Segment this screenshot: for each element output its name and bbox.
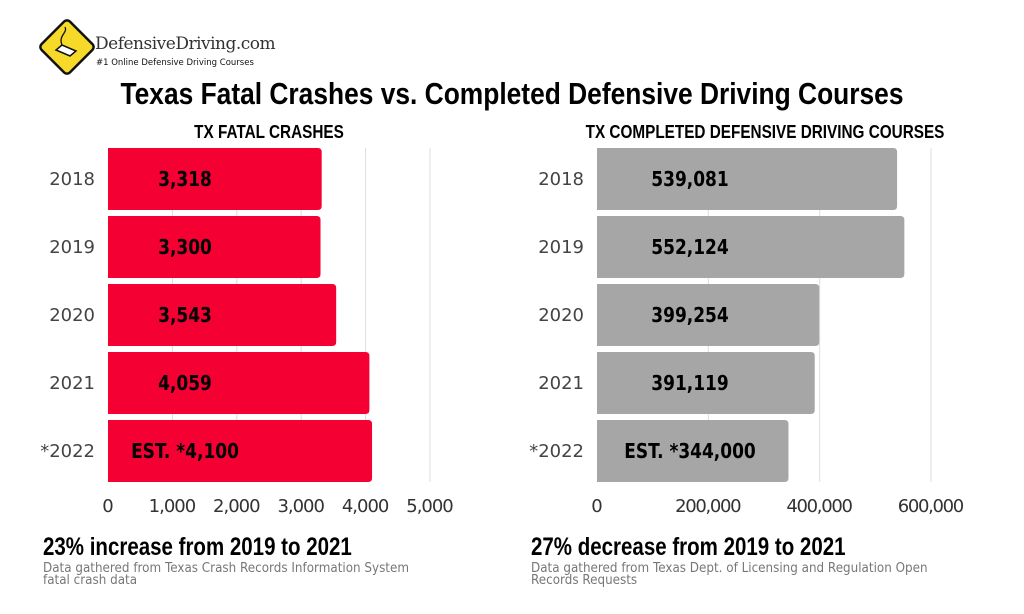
data-label: EST. *344,000 [624, 441, 756, 464]
data-label: 3,300 [158, 237, 212, 260]
x-tick-label: 0 [102, 496, 113, 517]
logo-tagline: #1 Online Defensive Driving Courses [96, 58, 254, 68]
bar [107, 284, 337, 346]
x-tick-label: 600,000 [898, 496, 965, 517]
logo-brand: DefensiveDriving.com [95, 34, 276, 54]
bar [108, 352, 370, 414]
x-tick-label: 5,000 [406, 496, 454, 517]
logo-icon [39, 19, 95, 75]
chart-title-crashes: TX FATAL CRASHES [194, 122, 344, 142]
category-label: *2022 [529, 441, 584, 462]
x-tick-label: 400,000 [786, 496, 853, 517]
data-label: 539,081 [651, 169, 728, 192]
bar [597, 216, 905, 278]
x-tick-label: 0 [591, 496, 602, 517]
x-tick-label: 1,000 [149, 496, 197, 517]
x-tick-label: 200,000 [675, 496, 742, 517]
category-label: 2020 [49, 305, 95, 326]
category-label: 2021 [538, 373, 584, 394]
right-summary-headline: 27% decrease from 2019 to 2021 [531, 533, 846, 561]
left-summary-source: Data gathered from Texas Crash Records I… [43, 561, 410, 588]
data-label: EST. *4,100 [131, 441, 239, 464]
category-label: 2019 [49, 237, 95, 258]
data-label: 4,059 [158, 373, 212, 396]
category-label: *2022 [40, 441, 95, 462]
category-label: 2019 [538, 237, 584, 258]
category-label: 2021 [49, 373, 95, 394]
bar [597, 352, 815, 414]
bar [597, 420, 789, 482]
bar [108, 420, 373, 482]
x-tick-label: 4,000 [342, 496, 390, 517]
data-label: 3,543 [158, 305, 212, 328]
data-label: 391,119 [651, 373, 728, 396]
bar [108, 148, 322, 210]
x-tick-label: 3,000 [277, 496, 325, 517]
category-label: 2018 [538, 169, 584, 190]
right-summary-source: Data gathered from Texas Dept. of Licens… [531, 561, 928, 588]
data-label: 552,124 [651, 237, 728, 260]
category-label: 2020 [538, 305, 584, 326]
chart-title-courses: TX COMPLETED DEFENSIVE DRIVING COURSES [585, 122, 945, 142]
x-tick-label: 2,000 [213, 496, 260, 517]
left-summary-headline: 23% increase from 2019 to 2021 [43, 533, 352, 561]
bar [597, 284, 820, 346]
bar [597, 148, 898, 210]
data-label: 399,254 [651, 305, 728, 328]
data-label: 3,318 [158, 169, 212, 192]
page-title: Texas Fatal Crashes vs. Completed Defens… [120, 76, 904, 111]
bar [108, 216, 321, 278]
category-label: 2018 [49, 169, 95, 190]
